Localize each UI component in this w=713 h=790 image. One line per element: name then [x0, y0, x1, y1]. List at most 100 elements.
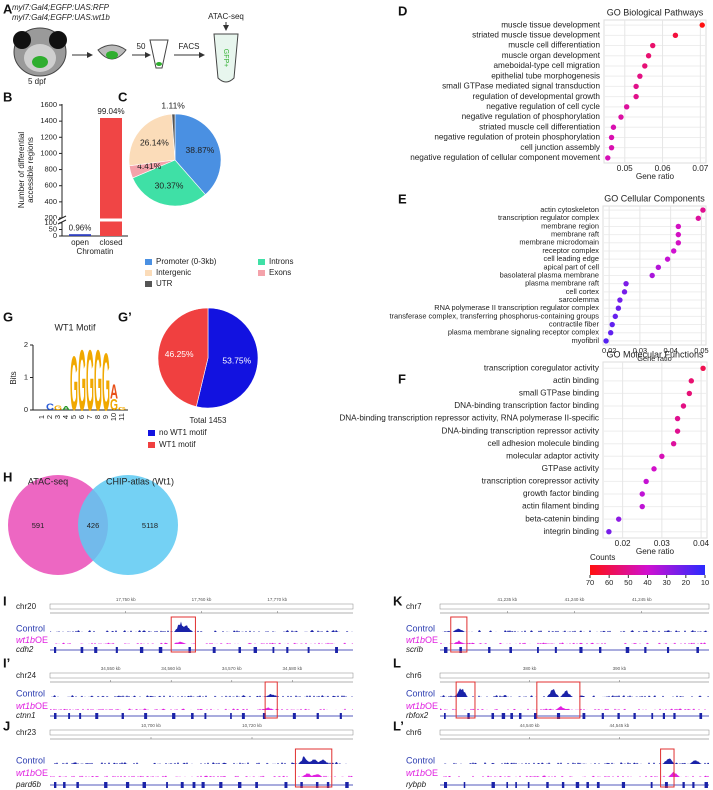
dot — [603, 338, 609, 344]
category-label: muscle organ development — [502, 51, 601, 60]
exon — [272, 647, 275, 653]
exon — [115, 647, 118, 653]
logo-letter: G — [86, 333, 94, 430]
panel-label: D — [398, 3, 407, 18]
exon — [241, 713, 245, 719]
coordinate: 390 kb — [613, 666, 627, 671]
colorbar-tick-label: 20 — [682, 578, 690, 587]
exon — [662, 713, 665, 719]
category-label: epithelial tube morphogenesis — [491, 71, 600, 80]
category-label: DNA-binding transcription factor binding — [454, 401, 599, 410]
coordinate: 380 kb — [523, 666, 537, 671]
y-tick-label: 1400 — [40, 116, 57, 125]
colorbar-tick-label: 30 — [662, 578, 670, 587]
category-label: striated muscle cell differentiation — [479, 122, 600, 131]
gene-name: ctnn1 — [16, 711, 36, 720]
track-label-gene: wt1b — [16, 768, 35, 778]
track-label-suffix: OE — [425, 635, 438, 645]
coordinate: 34,550 kb — [101, 666, 121, 671]
track-label: Control — [406, 755, 435, 765]
dot — [675, 240, 682, 246]
exon — [463, 782, 466, 788]
category-label: actin binding — [553, 376, 599, 385]
chromosome: chr24 — [16, 671, 37, 680]
logo-letter: G — [110, 395, 118, 413]
motif-title: WT1 Motif — [54, 322, 96, 332]
category-label: actin filament binding — [522, 502, 599, 511]
category-label: negative regulation of protein phosphory… — [434, 133, 600, 142]
slice-label: 26.14% — [140, 137, 169, 147]
eye — [49, 31, 67, 49]
gene-name: rybpb — [406, 780, 427, 789]
coordinate: 17,760 kb — [192, 597, 212, 602]
venn-set — [78, 475, 178, 575]
logo-letter: G — [118, 406, 126, 411]
panel-label: F — [398, 371, 406, 386]
y-tick-label: 1600 — [40, 100, 57, 109]
category-label: striated muscle tissue development — [472, 30, 601, 39]
dot — [633, 83, 639, 90]
x-tick-label: 5 — [69, 415, 78, 419]
dot — [686, 390, 693, 397]
tube — [149, 39, 169, 69]
category-label: negative regulation of cellular componen… — [410, 153, 601, 162]
slice-label: 46.25% — [165, 349, 194, 359]
dot — [609, 321, 615, 328]
exon — [491, 713, 495, 719]
genotype: myl7:Gal4;EGFP:UAS:RFP — [12, 3, 110, 12]
coordinate: 34,580 kb — [283, 666, 303, 671]
x-tick-label: 0.03 — [654, 539, 670, 548]
category-label: molecular adaptor activity — [506, 451, 600, 460]
category-label: actin cytoskeleton — [540, 205, 599, 214]
dot — [615, 305, 622, 311]
slice-label: 53.75% — [222, 356, 251, 366]
control-signal — [50, 621, 353, 632]
track-label: wt1bOE — [16, 635, 48, 645]
tube — [213, 33, 239, 83]
dot — [615, 516, 622, 522]
total-label: Total 1453 — [190, 416, 227, 425]
panel-label: G’ — [118, 309, 132, 324]
logo-letter: G — [70, 340, 78, 427]
legend-swatch — [148, 442, 155, 448]
axis-break — [57, 219, 67, 225]
exon — [284, 782, 288, 788]
plot-area — [603, 19, 707, 164]
legend-label: Introns — [269, 257, 293, 266]
dot — [621, 289, 628, 295]
exon — [54, 782, 57, 788]
venn-set — [8, 475, 108, 575]
x-tick-label: 7 — [85, 415, 94, 419]
dot — [637, 73, 643, 79]
dot — [639, 491, 645, 497]
exon — [292, 713, 296, 719]
dot — [608, 134, 615, 141]
category-label: regulation of developmental growth — [473, 92, 601, 101]
legend-label: Exons — [269, 268, 291, 277]
panel-label: A — [3, 1, 13, 16]
venn-count: 591 — [32, 521, 45, 530]
exon — [467, 713, 470, 719]
genotype: myl7:Gal4;EGFP:UAS:wt1b — [12, 13, 110, 22]
exon — [142, 782, 146, 788]
axis-break — [57, 215, 67, 221]
highlight-box — [450, 616, 468, 653]
panel-label: L’ — [393, 718, 404, 733]
axis-break — [55, 218, 130, 222]
panel-label: I — [3, 593, 7, 608]
dot — [639, 503, 645, 510]
exon — [204, 713, 207, 719]
y-tick-label: 800 — [44, 165, 57, 174]
slice-label: 4.41% — [137, 161, 162, 171]
category-label: small GTPase mediated signal transductio… — [442, 82, 600, 91]
track-label: wt1bOE — [406, 768, 438, 778]
exon — [556, 713, 561, 719]
exon — [262, 713, 266, 719]
heart — [32, 56, 48, 68]
exon — [158, 647, 163, 653]
venn-count: 5118 — [142, 521, 158, 530]
category-label: myofibril — [571, 336, 599, 345]
highlight-box — [294, 748, 333, 788]
y-tick-label: 400 — [44, 197, 57, 206]
category-label: membrane microdomain — [519, 238, 599, 247]
